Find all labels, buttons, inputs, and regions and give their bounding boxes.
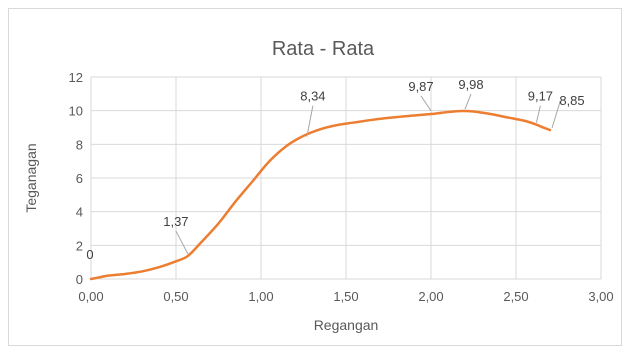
gridlines xyxy=(90,76,602,280)
chart-area: Rata - Rata 0 2 4 6 8 10 12 0,00 0,50 1,00 1,50 2,… xyxy=(8,8,622,346)
x-tick-label: 1,50 xyxy=(333,289,358,304)
y-tick-label: 6 xyxy=(76,171,83,186)
data-label: 1,37 xyxy=(163,214,188,229)
y-axis-label: Teganagan xyxy=(23,143,39,212)
x-tick-label: 2,50 xyxy=(503,289,528,304)
data-label: 9,17 xyxy=(528,89,553,104)
y-tick-label: 0 xyxy=(76,272,83,287)
x-tick-label: 0,50 xyxy=(163,289,188,304)
x-tick-label: 0,00 xyxy=(78,289,103,304)
series-layer xyxy=(89,109,552,281)
leader-line xyxy=(535,105,541,123)
x-tick-label: 2,00 xyxy=(418,289,443,304)
leader-line xyxy=(306,105,314,137)
x-tick-label: 3,00 xyxy=(588,289,613,304)
y-tick-label: 10 xyxy=(69,104,83,119)
leader-line xyxy=(551,101,561,129)
leader-line xyxy=(464,93,472,110)
chart-title: Rata - Rata xyxy=(272,38,375,60)
data-label: 9,98 xyxy=(458,77,483,92)
x-axis-label: Regangan xyxy=(314,317,379,333)
y-tick-label: 2 xyxy=(76,238,83,253)
y-tick-label: 4 xyxy=(76,205,83,220)
series-line xyxy=(89,109,552,281)
x-tick-label: 1,00 xyxy=(248,289,273,304)
leader-line xyxy=(175,230,189,255)
y-axis-ticks: 0 2 4 6 8 10 12 xyxy=(69,70,83,287)
y-tick-label: 12 xyxy=(69,70,83,85)
leader-line xyxy=(420,95,432,112)
y-tick-label: 8 xyxy=(76,137,83,152)
data-labels: 0 1,37 8,34 9,87 9,98 9,17 8,85 xyxy=(86,77,584,262)
data-label: 8,34 xyxy=(300,89,325,104)
data-label: 0 xyxy=(86,247,93,262)
data-label: 9,87 xyxy=(408,79,433,94)
data-label: 8,85 xyxy=(559,93,584,108)
x-axis-ticks: 0,00 0,50 1,00 1,50 2,00 2,50 3,00 xyxy=(78,289,613,304)
